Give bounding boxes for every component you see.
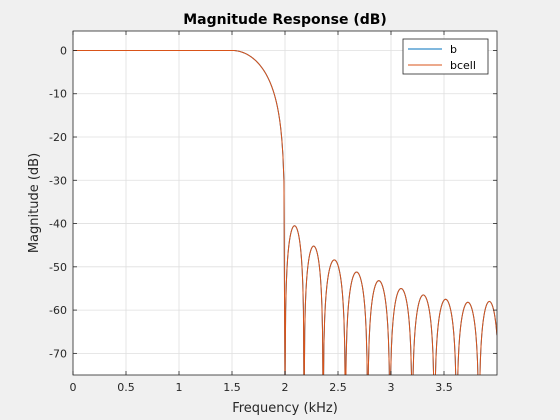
x-tick-label: 0.5 (117, 381, 135, 394)
legend-label-b: b (450, 43, 457, 56)
x-tick-label: 1 (176, 381, 183, 394)
series-line-bcell (73, 49, 497, 375)
legend-label-bcell: bcell (450, 59, 476, 72)
x-tick-label: 1.5 (223, 381, 241, 394)
y-tick-label: -60 (49, 304, 67, 317)
y-tick-label: -20 (49, 131, 67, 144)
y-tick-label: -70 (49, 347, 67, 360)
legend-box (402, 38, 489, 75)
y-tick-label: 0 (60, 44, 67, 57)
y-axis-label: Magnitude (dB) (27, 153, 42, 253)
y-axis-ticks: 0 -10 -20 -30 -40 -50 -60 -70 (49, 44, 497, 360)
traces (73, 49, 497, 375)
x-tick-label: 3.5 (435, 381, 453, 394)
y-tick-label: -40 (49, 218, 67, 231)
chart-title: Magnitude Response (dB) (183, 12, 387, 28)
y-tick-label: -50 (49, 261, 67, 274)
x-tick-label: 2.5 (329, 381, 347, 394)
y-tick-label: -30 (49, 174, 67, 187)
x-tick-label: 2 (282, 381, 289, 394)
x-axis-ticks: 0 0.5 1 1.5 2 2.5 3 3.5 (70, 31, 453, 394)
x-axis-label: Frequency (kHz) (232, 401, 338, 416)
x-tick-label: 3 (388, 381, 395, 394)
y-tick-label: -10 (49, 88, 67, 101)
x-tick-label: 0 (70, 381, 77, 394)
legend[interactable]: b bcell (402, 38, 489, 75)
